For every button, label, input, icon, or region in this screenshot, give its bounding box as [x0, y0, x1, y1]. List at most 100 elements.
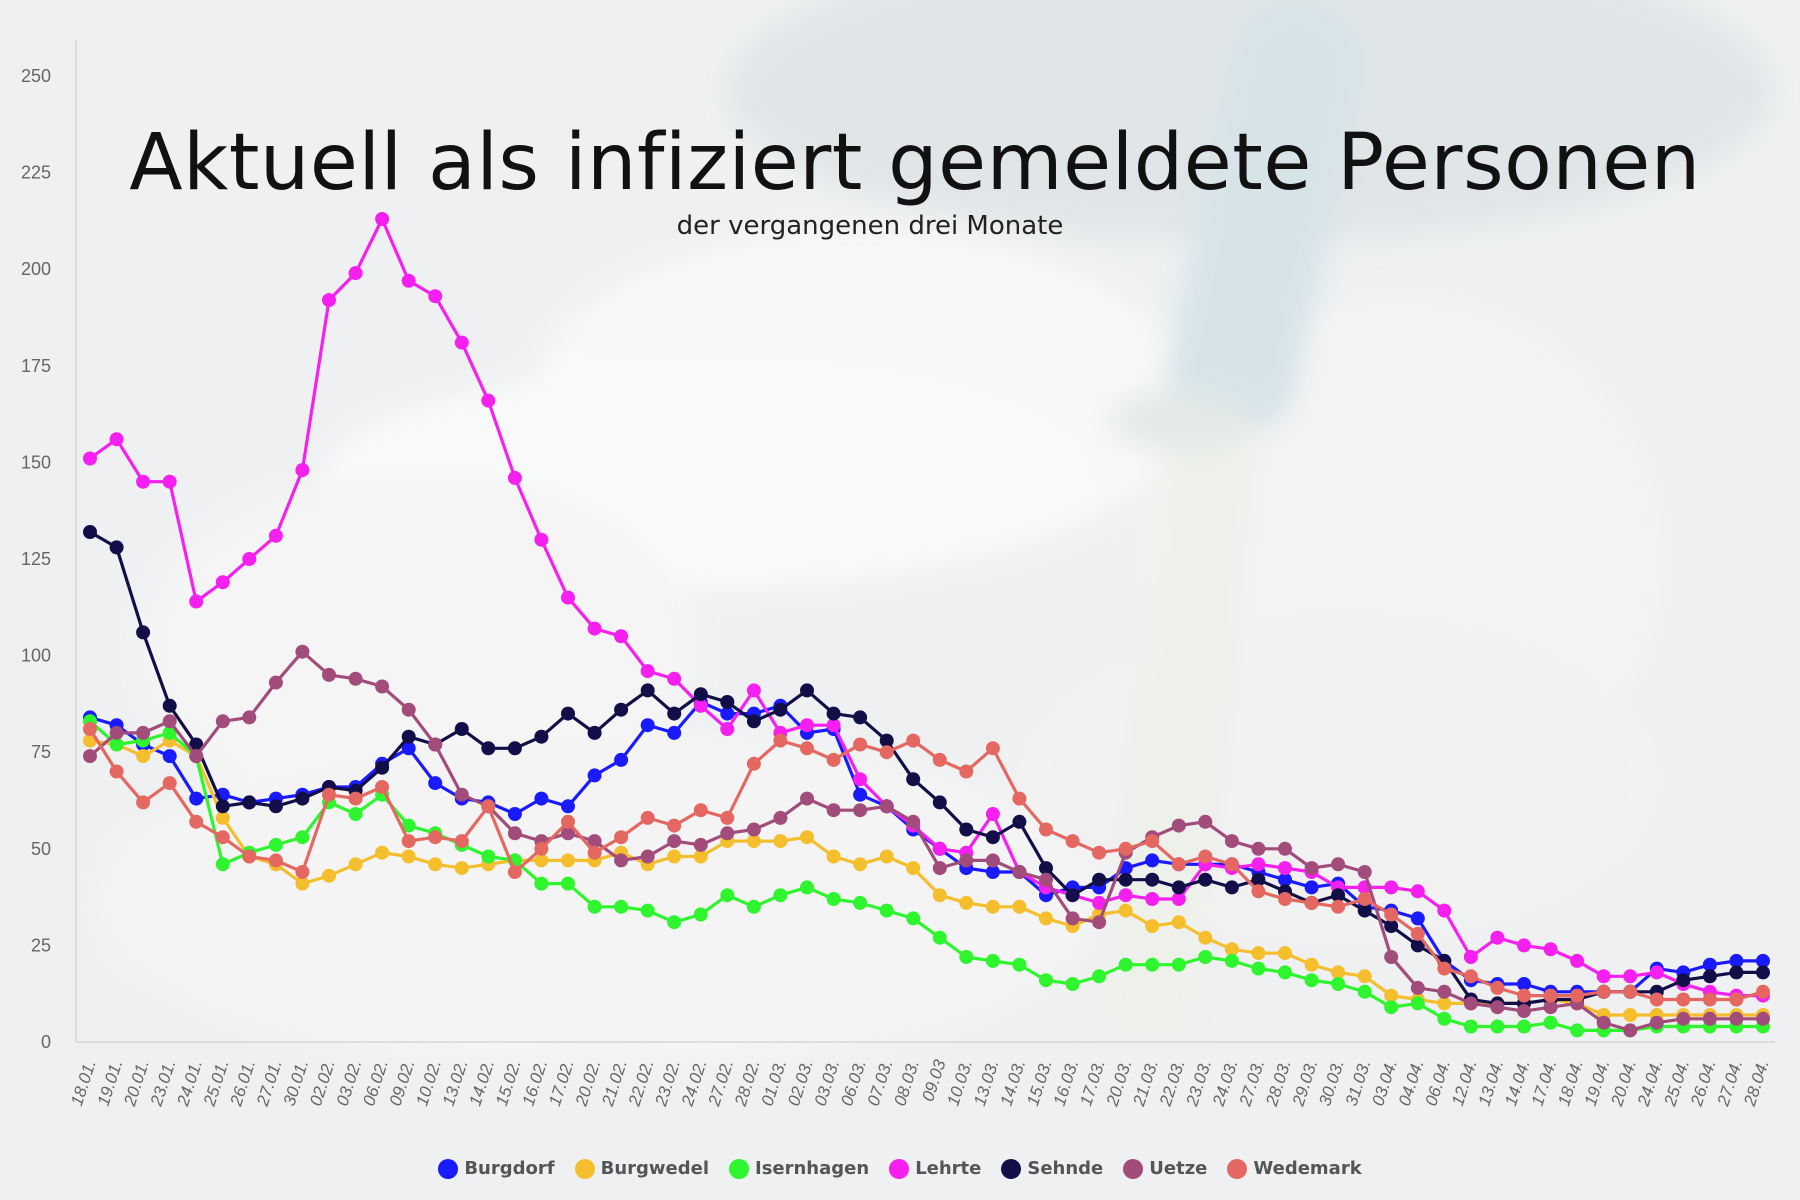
- data-point[interactable]: [375, 760, 390, 775]
- data-point[interactable]: [640, 903, 655, 918]
- data-point[interactable]: [746, 714, 761, 729]
- data-point[interactable]: [561, 799, 575, 814]
- data-point[interactable]: [1490, 930, 1505, 945]
- data-point[interactable]: [1649, 1015, 1664, 1030]
- data-point[interactable]: [534, 876, 549, 891]
- data-point[interactable]: [454, 335, 469, 350]
- data-point[interactable]: [561, 876, 575, 891]
- data-point[interactable]: [587, 725, 602, 740]
- data-point[interactable]: [1251, 872, 1266, 887]
- data-point[interactable]: [614, 853, 629, 868]
- data-point[interactable]: [667, 671, 682, 686]
- data-point[interactable]: [215, 799, 230, 814]
- data-point[interactable]: [268, 675, 283, 690]
- data-point[interactable]: [295, 463, 310, 478]
- data-point[interactable]: [1676, 1011, 1691, 1026]
- data-point[interactable]: [853, 737, 868, 752]
- data-point[interactable]: [826, 718, 841, 733]
- data-point[interactable]: [1251, 961, 1266, 976]
- data-point[interactable]: [1171, 818, 1186, 833]
- data-point[interactable]: [932, 888, 947, 903]
- data-point[interactable]: [295, 791, 310, 806]
- data-point[interactable]: [932, 930, 947, 945]
- data-point[interactable]: [428, 776, 443, 791]
- data-point[interactable]: [1729, 965, 1744, 980]
- data-point[interactable]: [959, 853, 974, 868]
- data-point[interactable]: [826, 803, 841, 818]
- data-point[interactable]: [1171, 857, 1186, 872]
- data-point[interactable]: [83, 525, 97, 539]
- data-point[interactable]: [746, 822, 761, 837]
- data-point[interactable]: [587, 845, 602, 860]
- data-point[interactable]: [268, 853, 283, 868]
- data-point[interactable]: [1118, 841, 1133, 856]
- data-point[interactable]: [853, 787, 868, 802]
- data-point[interactable]: [1331, 888, 1346, 903]
- data-point[interactable]: [1331, 965, 1346, 980]
- data-point[interactable]: [1039, 911, 1053, 926]
- data-point[interactable]: [693, 687, 708, 702]
- data-point[interactable]: [932, 861, 947, 876]
- data-point[interactable]: [1092, 915, 1107, 930]
- data-point[interactable]: [1065, 911, 1080, 926]
- data-point[interactable]: [348, 857, 363, 872]
- data-point[interactable]: [1410, 884, 1425, 899]
- data-point[interactable]: [1410, 996, 1425, 1011]
- data-point[interactable]: [242, 552, 257, 566]
- data-point[interactable]: [1224, 942, 1239, 957]
- data-point[interactable]: [136, 749, 151, 764]
- data-point[interactable]: [136, 474, 151, 489]
- data-point[interactable]: [906, 861, 921, 876]
- data-point[interactable]: [136, 795, 151, 810]
- data-point[interactable]: [1198, 849, 1213, 864]
- data-point[interactable]: [1092, 872, 1107, 887]
- legend-item-sehnde[interactable]: Sehnde: [1001, 1158, 1103, 1179]
- data-point[interactable]: [1596, 969, 1611, 984]
- data-point[interactable]: [1490, 1000, 1505, 1015]
- data-point[interactable]: [959, 822, 974, 837]
- data-point[interactable]: [1676, 973, 1691, 988]
- data-point[interactable]: [295, 830, 310, 845]
- data-point[interactable]: [587, 768, 602, 783]
- data-point[interactable]: [959, 950, 974, 964]
- data-point[interactable]: [1145, 957, 1160, 972]
- data-point[interactable]: [1570, 1023, 1585, 1038]
- data-point[interactable]: [507, 826, 522, 841]
- data-point[interactable]: [348, 807, 363, 821]
- data-point[interactable]: [215, 714, 230, 729]
- data-point[interactable]: [189, 737, 204, 752]
- data-point[interactable]: [1304, 861, 1319, 876]
- data-point[interactable]: [985, 830, 1000, 845]
- data-point[interactable]: [189, 791, 204, 806]
- data-point[interactable]: [401, 702, 416, 717]
- data-point[interactable]: [428, 857, 443, 872]
- data-point[interactable]: [985, 865, 1000, 879]
- data-point[interactable]: [1729, 992, 1744, 1007]
- data-point[interactable]: [1145, 919, 1160, 934]
- data-point[interactable]: [879, 745, 894, 760]
- data-point[interactable]: [985, 807, 1000, 821]
- data-point[interactable]: [1702, 957, 1717, 972]
- data-point[interactable]: [507, 807, 522, 821]
- data-point[interactable]: [162, 749, 177, 764]
- data-point[interactable]: [1410, 911, 1425, 926]
- data-point[interactable]: [401, 741, 416, 756]
- data-point[interactable]: [1729, 953, 1744, 968]
- data-point[interactable]: [454, 861, 469, 876]
- data-point[interactable]: [428, 289, 443, 304]
- data-point[interactable]: [773, 834, 788, 849]
- data-point[interactable]: [561, 706, 575, 721]
- data-point[interactable]: [1304, 895, 1319, 910]
- data-point[interactable]: [693, 837, 708, 852]
- data-point[interactable]: [800, 683, 814, 698]
- data-point[interactable]: [1702, 969, 1717, 984]
- data-point[interactable]: [401, 729, 416, 744]
- legend-item-burgwedel[interactable]: Burgwedel: [574, 1158, 709, 1179]
- data-point[interactable]: [1702, 992, 1717, 1007]
- data-point[interactable]: [268, 837, 283, 852]
- data-point[interactable]: [1198, 930, 1213, 945]
- data-point[interactable]: [1756, 953, 1770, 968]
- data-point[interactable]: [1012, 814, 1027, 829]
- data-point[interactable]: [614, 899, 629, 914]
- data-point[interactable]: [454, 722, 469, 736]
